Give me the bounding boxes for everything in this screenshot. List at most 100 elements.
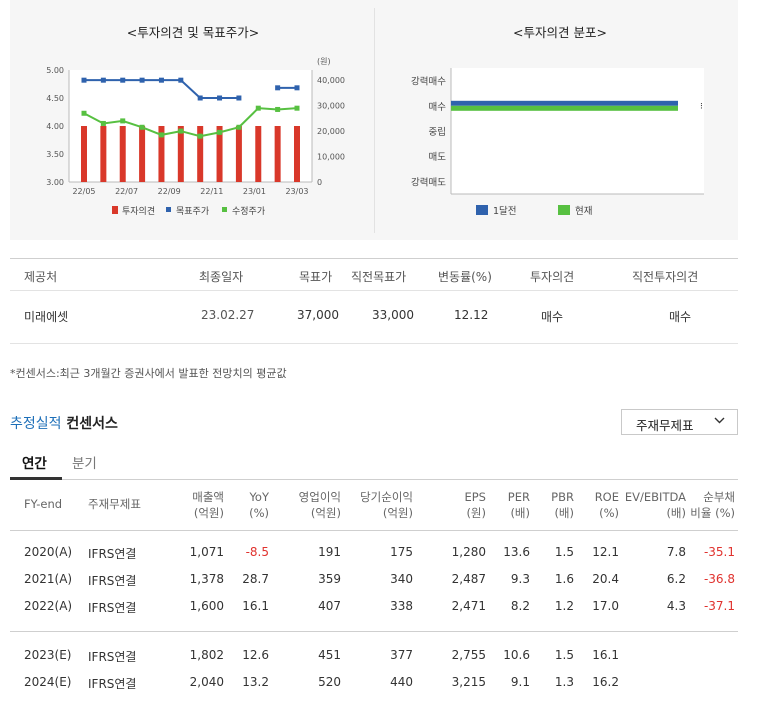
category-label: 매수 (429, 102, 447, 113)
header-fy-end: FY-end (24, 496, 62, 512)
header-unit: (억원) (193, 506, 224, 520)
roe-cell: 16.1 (592, 648, 619, 662)
header-unit: 비율 (%) (690, 506, 735, 520)
legend-label: 목표주가 (176, 206, 209, 217)
eps-cell: 2,755 (451, 648, 486, 662)
net-debt-ratio-cell: -37.1 (703, 599, 735, 613)
table-row: 2023(E) IFRS연결 1,802 12.6 451 377 2,755 10.6 1.5… (10, 642, 738, 669)
legend-label: 투자의견 (122, 205, 155, 217)
per-cell: 9.3 (510, 572, 530, 586)
adjusted-price-line (83, 107, 298, 138)
adjusted-price-point (120, 118, 126, 124)
operating-profit-cell: 407 (318, 599, 341, 613)
header-revenue: 매출액 (억원) (192, 489, 224, 521)
header-label: PBR (551, 490, 574, 504)
legend-label: 수정주가 (232, 206, 265, 217)
target-cell: 37,000 (297, 308, 339, 322)
target-price-point (178, 77, 184, 83)
tooltip-marker-icon: ⁝ (700, 102, 703, 112)
statement-type-cell: IFRS연결 (88, 677, 137, 691)
right-tick-label: 20,000 (317, 127, 345, 136)
header-unit: (억원) (382, 506, 413, 520)
roe-cell: 20.4 (592, 572, 619, 586)
left-tick-label: 4.50 (46, 94, 64, 103)
category-label: 강력매수 (411, 76, 446, 88)
target-price-point (197, 95, 203, 101)
left-chart-title: <투자의견 및 목표주가> (126, 25, 260, 40)
provider-cell: 미래에셋 (24, 310, 69, 324)
fy-end-cell: 2024(E) (24, 675, 72, 689)
prev-opinion-cell: 매수 (669, 310, 692, 324)
adjusted-price-point (178, 128, 184, 134)
page-edge (753, 0, 765, 705)
prev-target-cell: 33,000 (372, 308, 414, 322)
net-income-cell: 340 (390, 572, 413, 586)
header-unit: (배) (666, 506, 686, 520)
header-pbr: PBR (배) (551, 489, 574, 521)
target-price-point (217, 95, 223, 101)
eps-cell: 1,280 (451, 545, 486, 559)
x-tick-label: 22/11 (200, 187, 223, 196)
consensus-data-row: 미래에셋 23.02.27 37,000 33,000 12.12 매수 매수 (10, 291, 738, 344)
yoy-cell: 28.7 (242, 572, 269, 586)
fy-end-cell: 2023(E) (24, 648, 72, 662)
estimates-title-blue: 추정실적 (10, 416, 62, 432)
per-cell: 9.1 (510, 675, 530, 689)
consensus-note: *컨센서스:최근 3개월간 증권사에서 발표한 전망치의 평균값 (10, 367, 287, 380)
yoy-cell: 12.6 (242, 648, 269, 662)
adjusted-price-point (275, 106, 281, 112)
opinion-target-chart: 5.00 4.50 4.00 3.50 3.00 40,000 30,000 20,000 10… (46, 57, 345, 217)
left-tick-label: 3.50 (46, 150, 64, 159)
per-cell: 8.2 (510, 599, 530, 613)
operating-profit-cell: 191 (318, 545, 341, 559)
target-price-point (275, 85, 281, 91)
target-price-point (158, 77, 164, 83)
pbr-cell: 1.5 (554, 648, 574, 662)
legend-label: 1달전 (493, 205, 517, 217)
header-yoy: YoY (%) (249, 489, 269, 521)
legend-swatch-month-ago (476, 205, 488, 215)
estimates-header-row: FY-end 주재무제표 매출액 (억원) YoY (%) 영업이익 (억원) 당기순이익 (억원… (10, 481, 738, 531)
header-label: 당기순이익 (360, 490, 413, 504)
net-debt-ratio-cell: -36.8 (703, 572, 735, 586)
header-label: 영업이익 (298, 490, 341, 504)
revenue-cell: 1,378 (189, 572, 224, 586)
plot-area (451, 68, 704, 194)
legend-swatch-current (558, 205, 570, 215)
statement-type-select[interactable]: 주재무제표 (621, 409, 738, 435)
tab-annual[interactable]: 연간 (22, 456, 47, 472)
target-price-point (100, 77, 106, 83)
adjusted-price-point (100, 120, 106, 126)
category-label: 강력매도 (411, 176, 446, 188)
header-label: YoY (249, 490, 269, 504)
net-income-cell: 338 (390, 599, 413, 613)
left-tick-label: 3.00 (46, 178, 64, 187)
legend-swatch-opinion (112, 206, 118, 214)
header-change: 변동률(%) (438, 270, 492, 284)
consensus-header-row: 제공처 최종일자 목표가 직전목표가 변동률(%) 투자의견 직전투자의견 (10, 258, 738, 291)
header-prev-opinion: 직전투자의견 (632, 270, 699, 284)
fy-end-cell: 2020(A) (24, 545, 73, 559)
right-tick-label: 40,000 (317, 76, 345, 85)
yoy-cell: 13.2 (242, 675, 269, 689)
header-opinion: 투자의견 (530, 270, 575, 284)
date-cell: 23.02.27 (201, 308, 255, 322)
net-income-cell: 377 (390, 648, 413, 662)
opinion-bar (274, 126, 281, 182)
header-label: EPS (464, 490, 486, 504)
revenue-cell: 2,040 (189, 675, 224, 689)
net-debt-ratio-cell: -35.1 (703, 545, 735, 559)
pbr-cell: 1.6 (554, 572, 574, 586)
header-unit: (배) (510, 506, 530, 520)
left-tick-label: 4.00 (46, 122, 64, 131)
ev-ebitda-cell: 6.2 (666, 572, 686, 586)
select-value: 주재무제표 (636, 418, 694, 433)
header-date: 최종일자 (199, 270, 244, 284)
adjusted-price-point (139, 124, 145, 130)
header-label: 순부채 (703, 490, 735, 504)
eps-cell: 2,471 (451, 599, 486, 613)
statement-type-cell: IFRS연결 (88, 547, 137, 561)
header-operating-profit: 영업이익 (억원) (299, 489, 341, 521)
tab-quarterly[interactable]: 분기 (72, 456, 97, 472)
